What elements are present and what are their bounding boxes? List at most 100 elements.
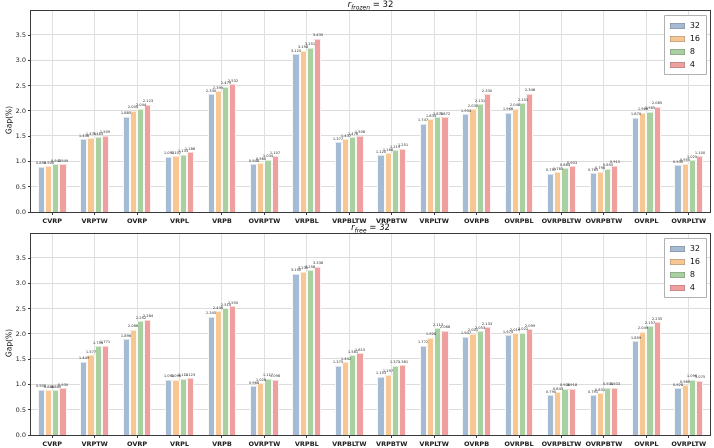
bar-value-label: 1.090 bbox=[163, 374, 174, 379]
bar bbox=[221, 86, 230, 212]
bar bbox=[603, 387, 612, 435]
gridline-v bbox=[688, 11, 690, 212]
bar bbox=[314, 38, 322, 212]
bar-value-label: 0.920 bbox=[559, 382, 571, 388]
y-tick-label: 3.5 bbox=[15, 254, 26, 263]
bar bbox=[334, 365, 343, 435]
x-tick-mark bbox=[306, 435, 308, 438]
bar bbox=[271, 379, 279, 435]
gridline-h bbox=[31, 307, 710, 309]
bar-value-label: 0.889 bbox=[50, 384, 61, 389]
y-tick-mark bbox=[28, 383, 31, 385]
legend-swatch bbox=[669, 258, 685, 265]
bar bbox=[292, 54, 300, 212]
legend-label: 16 bbox=[689, 257, 700, 266]
bar bbox=[434, 117, 442, 212]
bar-value-label: 1.381 bbox=[397, 359, 408, 364]
bar-value-label: 1.476 bbox=[347, 131, 359, 136]
x-tick-label: OVRPBL bbox=[504, 440, 534, 448]
bar-value-label: 1.772 bbox=[418, 339, 429, 345]
bar bbox=[547, 395, 555, 435]
x-tick-label: VRPL bbox=[170, 440, 190, 448]
x-tick-label: VRPTW bbox=[81, 440, 108, 448]
bar bbox=[342, 362, 350, 435]
legend-item: 32 bbox=[669, 242, 700, 255]
y-tick-label: 1.5 bbox=[15, 355, 26, 364]
y-tick-label: 3.0 bbox=[15, 56, 26, 65]
bar bbox=[356, 353, 364, 435]
bar bbox=[52, 164, 60, 212]
bar-value-label: 3.258 bbox=[305, 264, 316, 269]
bar bbox=[688, 379, 696, 435]
legend-item: 16 bbox=[669, 32, 700, 45]
bar-value-label: 2.133 bbox=[482, 321, 493, 326]
x-tick-label: CVRP bbox=[42, 440, 63, 448]
x-tick-mark bbox=[603, 435, 605, 438]
legend-label: 8 bbox=[689, 47, 695, 56]
legend: 32 16 8 4 bbox=[663, 238, 707, 298]
y-tick-mark bbox=[28, 308, 31, 310]
bar bbox=[137, 321, 145, 435]
bar bbox=[144, 319, 152, 435]
gridline-v bbox=[560, 234, 562, 435]
title-variable: r bbox=[347, 0, 352, 10]
bar bbox=[519, 332, 527, 435]
bar-value-label: 2.395 bbox=[213, 85, 224, 90]
bar bbox=[80, 361, 88, 435]
bar-value-label: 3.435 bbox=[312, 32, 323, 38]
bar bbox=[349, 137, 357, 212]
bar bbox=[172, 156, 180, 212]
x-tick-mark bbox=[221, 212, 223, 215]
bar bbox=[441, 117, 449, 212]
bar bbox=[221, 308, 230, 435]
bar-value-label: 2.001 bbox=[467, 328, 479, 333]
x-tick-label: VRPBL bbox=[294, 217, 319, 225]
bar bbox=[511, 333, 520, 435]
bar-value-label: 1.974 bbox=[503, 329, 514, 334]
bar-value-label: 2.099 bbox=[524, 323, 535, 328]
bar bbox=[165, 379, 173, 435]
bar bbox=[568, 166, 576, 212]
bar-value-label: 0.933 bbox=[609, 382, 620, 387]
x-tick-mark bbox=[391, 435, 393, 438]
x-tick-label: VRPBL bbox=[294, 440, 319, 448]
bar-value-label: 1.375 bbox=[333, 359, 344, 365]
x-tick-mark bbox=[518, 212, 520, 215]
bar bbox=[306, 270, 315, 435]
bar bbox=[476, 331, 484, 435]
bar bbox=[334, 142, 343, 212]
bar bbox=[122, 339, 130, 435]
gridline-v bbox=[433, 11, 435, 212]
bar-value-label: 1.098 bbox=[270, 373, 281, 379]
legend-label: 32 bbox=[689, 21, 700, 30]
bar-value-label: 1.747 bbox=[418, 118, 429, 123]
bar bbox=[589, 395, 597, 435]
bar bbox=[476, 104, 484, 212]
gridline-v bbox=[391, 234, 393, 435]
gridline-v bbox=[603, 11, 605, 212]
title-variable: r bbox=[351, 223, 355, 233]
x-tick-mark bbox=[136, 435, 138, 438]
bar bbox=[419, 123, 427, 212]
bar-value-label: 0.855 bbox=[602, 163, 613, 168]
x-tick-label: OVRP bbox=[127, 440, 148, 448]
bar-value-label: 1.113 bbox=[177, 373, 189, 378]
bar bbox=[603, 168, 612, 212]
bar-value-label: 2.113 bbox=[432, 322, 443, 327]
bar bbox=[504, 335, 512, 435]
bar bbox=[214, 91, 222, 212]
x-tick-mark bbox=[476, 212, 478, 215]
x-tick-label: OVRPBLTW bbox=[541, 440, 582, 448]
bar bbox=[37, 389, 45, 435]
bar bbox=[299, 271, 307, 435]
bar bbox=[45, 166, 53, 212]
bar-value-label: 1.872 bbox=[439, 111, 451, 116]
bar bbox=[646, 111, 654, 212]
bar-value-label: 0.943 bbox=[50, 158, 61, 163]
bar bbox=[87, 355, 95, 435]
x-tick-label: OVRPB bbox=[464, 217, 490, 225]
bar bbox=[547, 173, 555, 212]
bar bbox=[596, 171, 604, 212]
bar bbox=[504, 112, 512, 212]
